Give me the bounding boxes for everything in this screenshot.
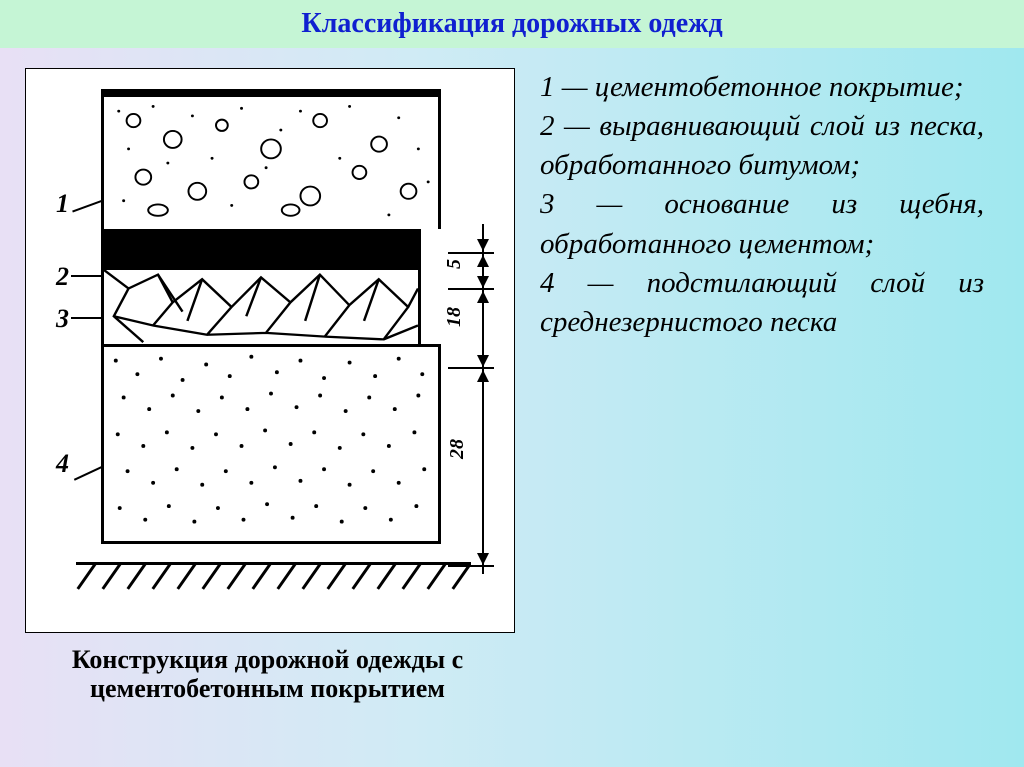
diagram-stack (101, 89, 441, 544)
legend-item-4: 4 — подстилающий слой из среднезернистог… (540, 264, 984, 342)
texture-concrete-icon (104, 97, 438, 229)
content-area: 1 2 3 4 (0, 48, 1024, 713)
dim-label-18: 18 (443, 307, 466, 327)
legend-sep: — (564, 110, 590, 142)
arrow-icon (477, 255, 489, 267)
legend-num: 1 (540, 71, 555, 103)
arrow-icon (477, 355, 489, 367)
arrow-icon (477, 291, 489, 303)
layer-bitumen-sand (101, 229, 421, 267)
dim-label-28: 28 (446, 439, 469, 459)
layer-number-1: 1 (56, 189, 69, 219)
legend-sep: — (597, 188, 623, 220)
layer-crushed-stone (101, 267, 421, 347)
arrow-icon (477, 553, 489, 565)
slide-header: Классификация дорожных одежд (0, 0, 1024, 48)
arrow-icon (477, 239, 489, 251)
legend-text: выравнивающий слой из песка, обработанно… (540, 110, 984, 181)
arrow-icon (477, 276, 489, 288)
legend-item-3: 3 — основание из щебня, обработанного це… (540, 185, 984, 263)
ground-hatch-icon (76, 562, 471, 592)
figure-column: 1 2 3 4 (10, 68, 520, 703)
legend-num: 3 (540, 188, 555, 220)
figure-caption: Конструкция дорожной одежды с цементобет… (25, 645, 510, 703)
layer-number-2: 2 (56, 262, 69, 292)
layer-number-3: 3 (56, 304, 69, 334)
legend-item-1: 1 — цементобетонное покрытие; (540, 68, 984, 107)
dim-label-5: 5 (443, 259, 466, 269)
dim-tick (448, 367, 494, 369)
figure-box: 1 2 3 4 (25, 68, 515, 633)
legend-item-2: 2 — выравнивающий слой из песка, обработ… (540, 107, 984, 185)
legend-num: 4 (540, 267, 555, 299)
dim-tick (448, 252, 494, 254)
legend-sep: — (562, 71, 588, 103)
legend-text: цементобетонное покрытие; (595, 71, 964, 103)
layer-sand (101, 344, 441, 544)
texture-sand-icon (104, 347, 438, 541)
layer-number-4: 4 (56, 449, 69, 479)
legend-num: 2 (540, 110, 555, 142)
legend-column: 1 — цементобетонное покрытие; 2 — выравн… (520, 68, 1014, 703)
arrow-icon (477, 370, 489, 382)
texture-stone-icon (104, 270, 418, 344)
dim-tick (448, 288, 494, 290)
legend-sep: — (588, 267, 614, 299)
header-title: Классификация дорожных одежд (301, 8, 722, 39)
layer-concrete (101, 89, 441, 229)
